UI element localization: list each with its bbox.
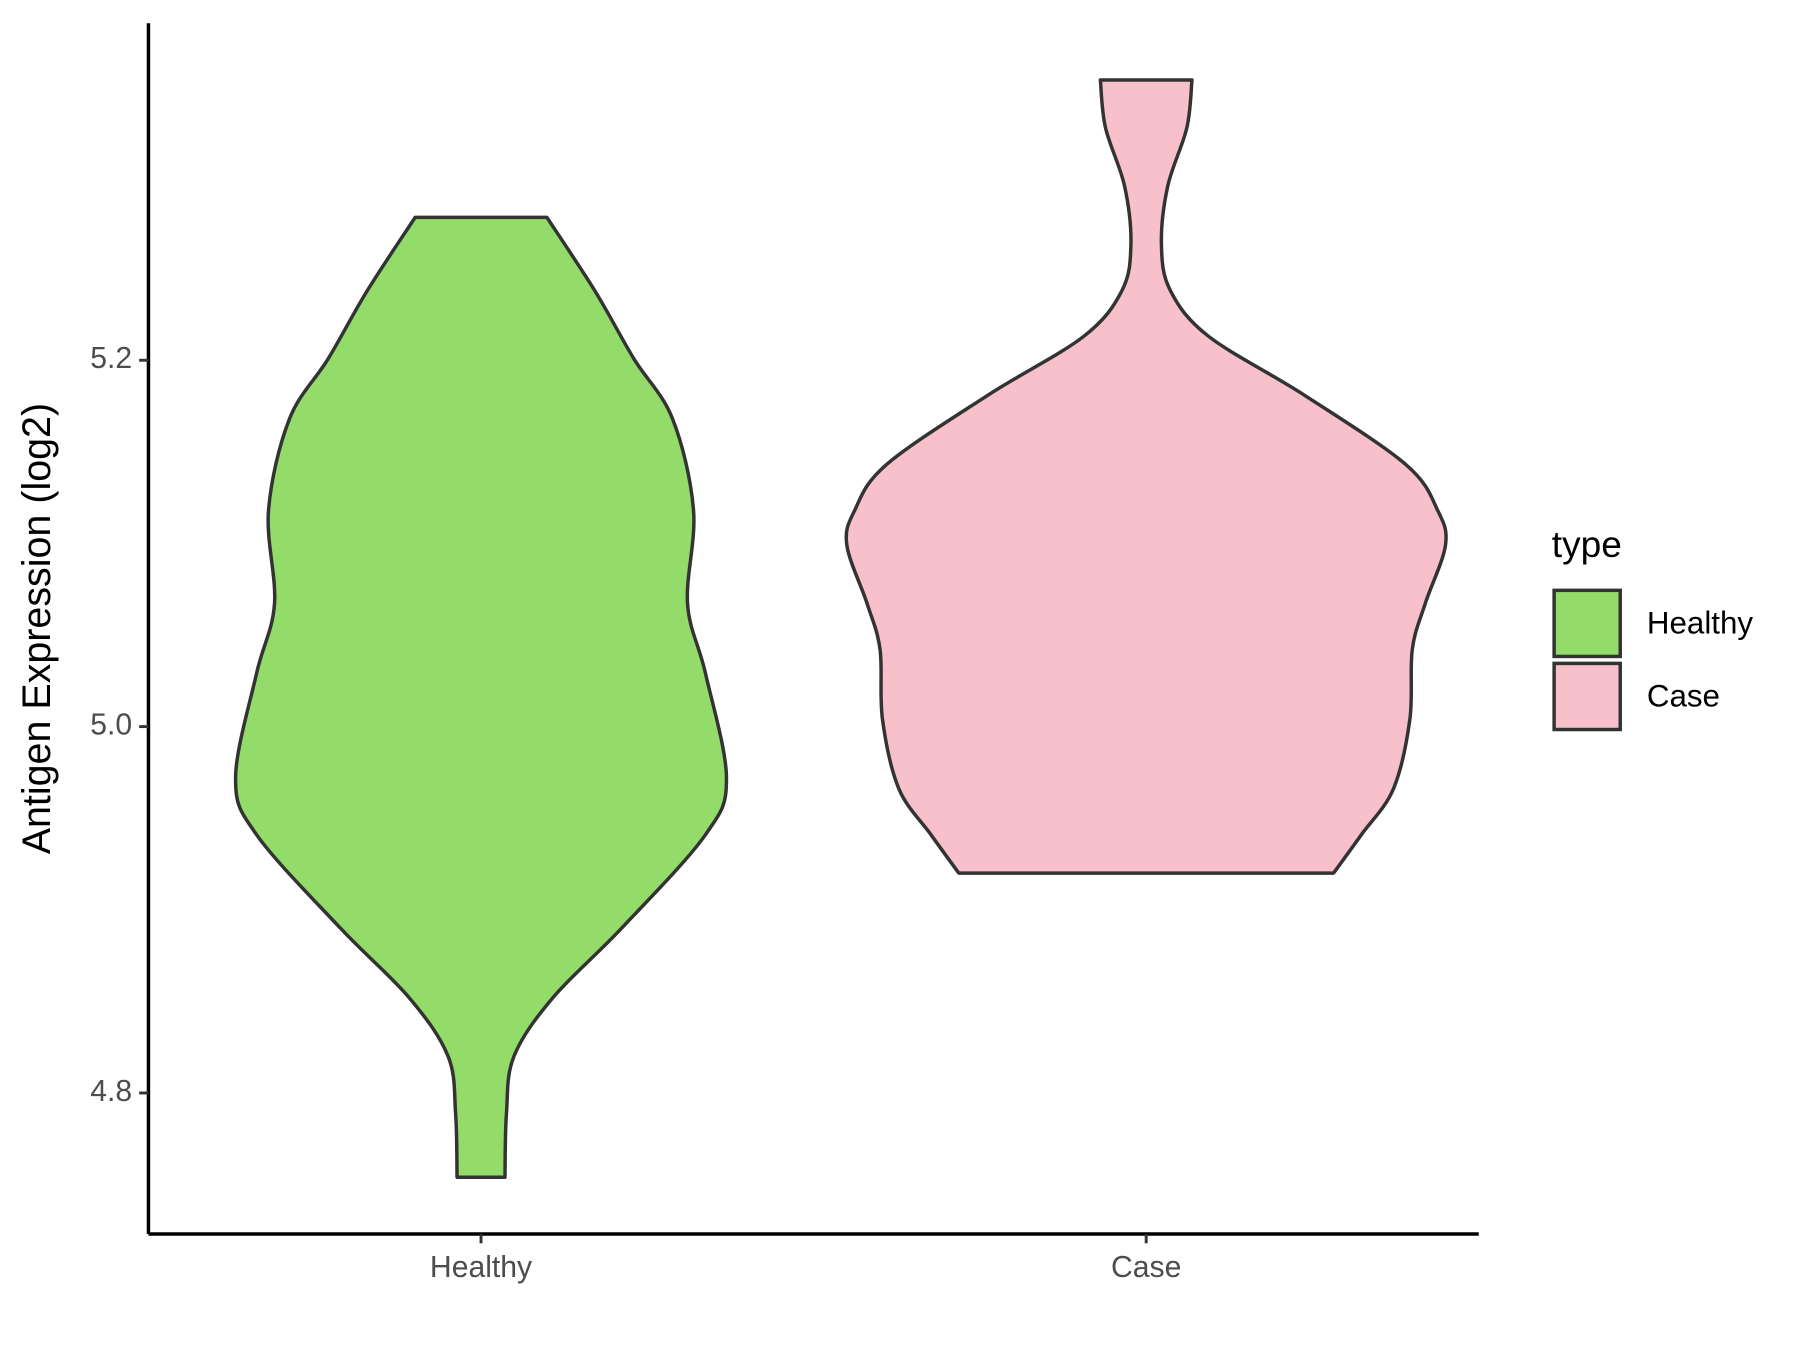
legend-title: type xyxy=(1552,523,1622,565)
legend-swatch xyxy=(1552,588,1622,659)
legend-label: Case xyxy=(1647,678,1720,713)
violin xyxy=(844,78,1448,875)
legend-swatch xyxy=(1552,661,1622,732)
x-tick-label: Case xyxy=(1111,1251,1181,1284)
violin xyxy=(233,215,729,1179)
y-tick-label: 4.8 xyxy=(90,1075,132,1108)
y-tick-label: 5.0 xyxy=(90,709,132,742)
y-tick-label: 5.2 xyxy=(90,342,132,375)
x-tick-label: Healthy xyxy=(430,1251,533,1284)
y-axis-title: Antigen Expression (log2) xyxy=(15,403,59,854)
legend-label: Healthy xyxy=(1647,605,1753,640)
